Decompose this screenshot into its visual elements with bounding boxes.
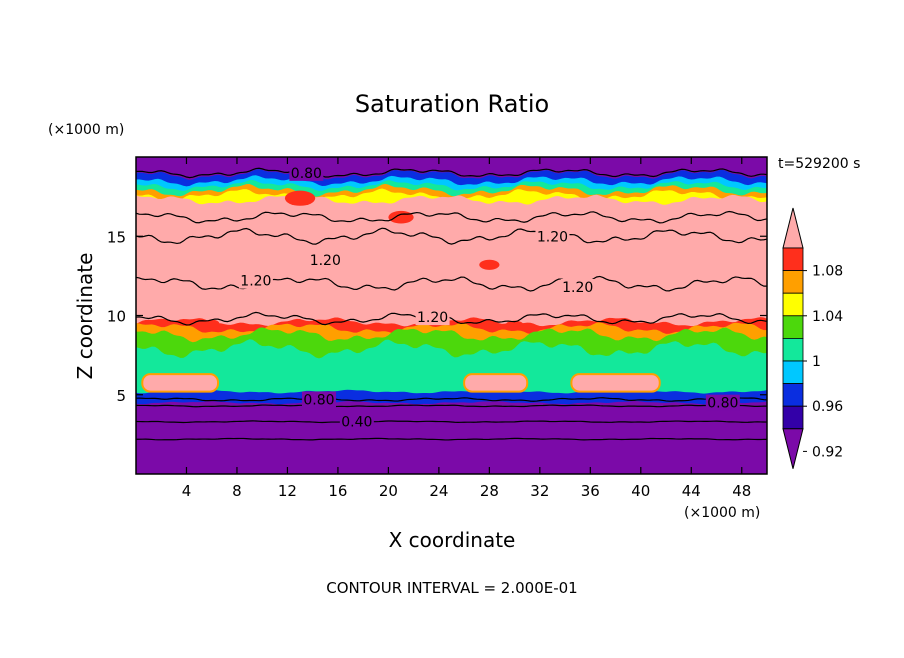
x-tick-label: 12 [278,482,297,500]
pink-lens [463,373,529,393]
supersaturation-blob [505,320,524,330]
contour-0.40 [136,420,767,424]
y-tick-label: 10 [107,308,126,326]
x-axis-ticks: 4 8 12 16 20 24 28 32 36 40 44 48 [182,157,751,500]
x-axis-label: X coordinate [389,528,516,552]
x-tick-label: 44 [682,482,701,500]
pink-lens [141,373,220,393]
x-tick-label: 16 [328,482,347,500]
colorbar-swatch [782,337,804,362]
contour-label-bg [308,252,343,269]
x-tick-label: 4 [182,482,192,500]
contour-label-bg [289,164,324,181]
contour-label-bg [301,391,336,408]
contour-label: 0.80 [707,396,738,412]
colorbar-swatch [782,383,804,407]
x-tick-label: 24 [429,482,448,500]
supersaturation-blob [284,190,316,206]
y-axis-label: Z coordinate [73,253,97,380]
band-lower-blue [136,389,767,405]
contour-1.20-base [136,311,767,326]
contour-label-bg [415,309,450,326]
colorbar-swatch [782,360,804,385]
colorbar-swatch [782,270,804,294]
contour-label-bg [238,272,273,289]
x-tick-label: 8 [232,482,242,500]
contour-label: 0.80 [303,393,334,409]
supersaturation-blob [388,210,414,224]
contour-0.20 [136,437,767,441]
supersaturation-blob [204,319,220,328]
x-tick-label: 28 [480,482,499,500]
x-tick-label: 20 [379,482,398,500]
band-supersaturated [136,194,767,333]
colorbar-extend-top [782,207,804,249]
contour-label: 1.20 [310,253,341,269]
colorbar-tick-label: 1.04 [812,309,843,325]
contour-label: 1.20 [537,229,568,245]
contour-label-bg [560,278,595,295]
x-unit-label: (×1000 m) [684,505,760,521]
contour-label: 0.40 [341,415,372,431]
y-unit-label: (×1000 m) [48,122,124,138]
contour-label-bg [535,228,570,245]
contour-labels: 0.80 1.20 1.20 1.20 1.20 1.20 0.80 0.80 0.40 [238,164,740,431]
x-tick-label: 40 [631,482,650,500]
contour-label: 1.20 [240,274,271,290]
contour-label: 1.20 [562,280,593,296]
y-axis-ticks: 5 10 15 [107,228,767,405]
contour-label: 1.20 [417,310,448,326]
colorbar-extend-bottom [782,428,804,469]
contour-0.80-lower [136,397,767,402]
colorbar-swatch [782,405,804,430]
chart-title: Saturation Ratio [355,90,549,118]
colorbar-tick-label: 1 [812,354,821,370]
y-tick-label: 15 [107,228,126,246]
contour-1.20-upper [136,210,767,224]
colorbar-tick-label: 0.92 [812,444,843,460]
contour-0.60 [136,404,767,408]
contour-label-bg [705,394,740,411]
colorbar-tick-label: 1.08 [812,264,843,280]
contour-1.20-mid [136,227,767,245]
saturation-field [136,157,767,474]
contour-label: 0.80 [291,166,322,182]
pink-lens [570,373,661,393]
colorbar-swatch [782,292,804,317]
x-tick-label: 36 [581,482,600,500]
x-tick-label: 32 [530,482,549,500]
colorbar-tick-label: 0.96 [812,399,843,415]
time-label: t=529200 s [778,156,860,172]
contour-interval-note: CONTOUR INTERVAL = 2.000E-01 [326,579,577,597]
colorbar-swatch [782,247,804,272]
x-tick-label: 48 [732,482,751,500]
colorbar-swatch [782,315,804,339]
contour-label-bg [339,413,374,430]
colorbar: 1.08 1.04 1 0.96 0.92 [782,207,843,469]
supersaturation-blob [479,259,500,270]
contour-0.80-upper [136,167,767,179]
y-tick-label: 5 [116,387,126,405]
